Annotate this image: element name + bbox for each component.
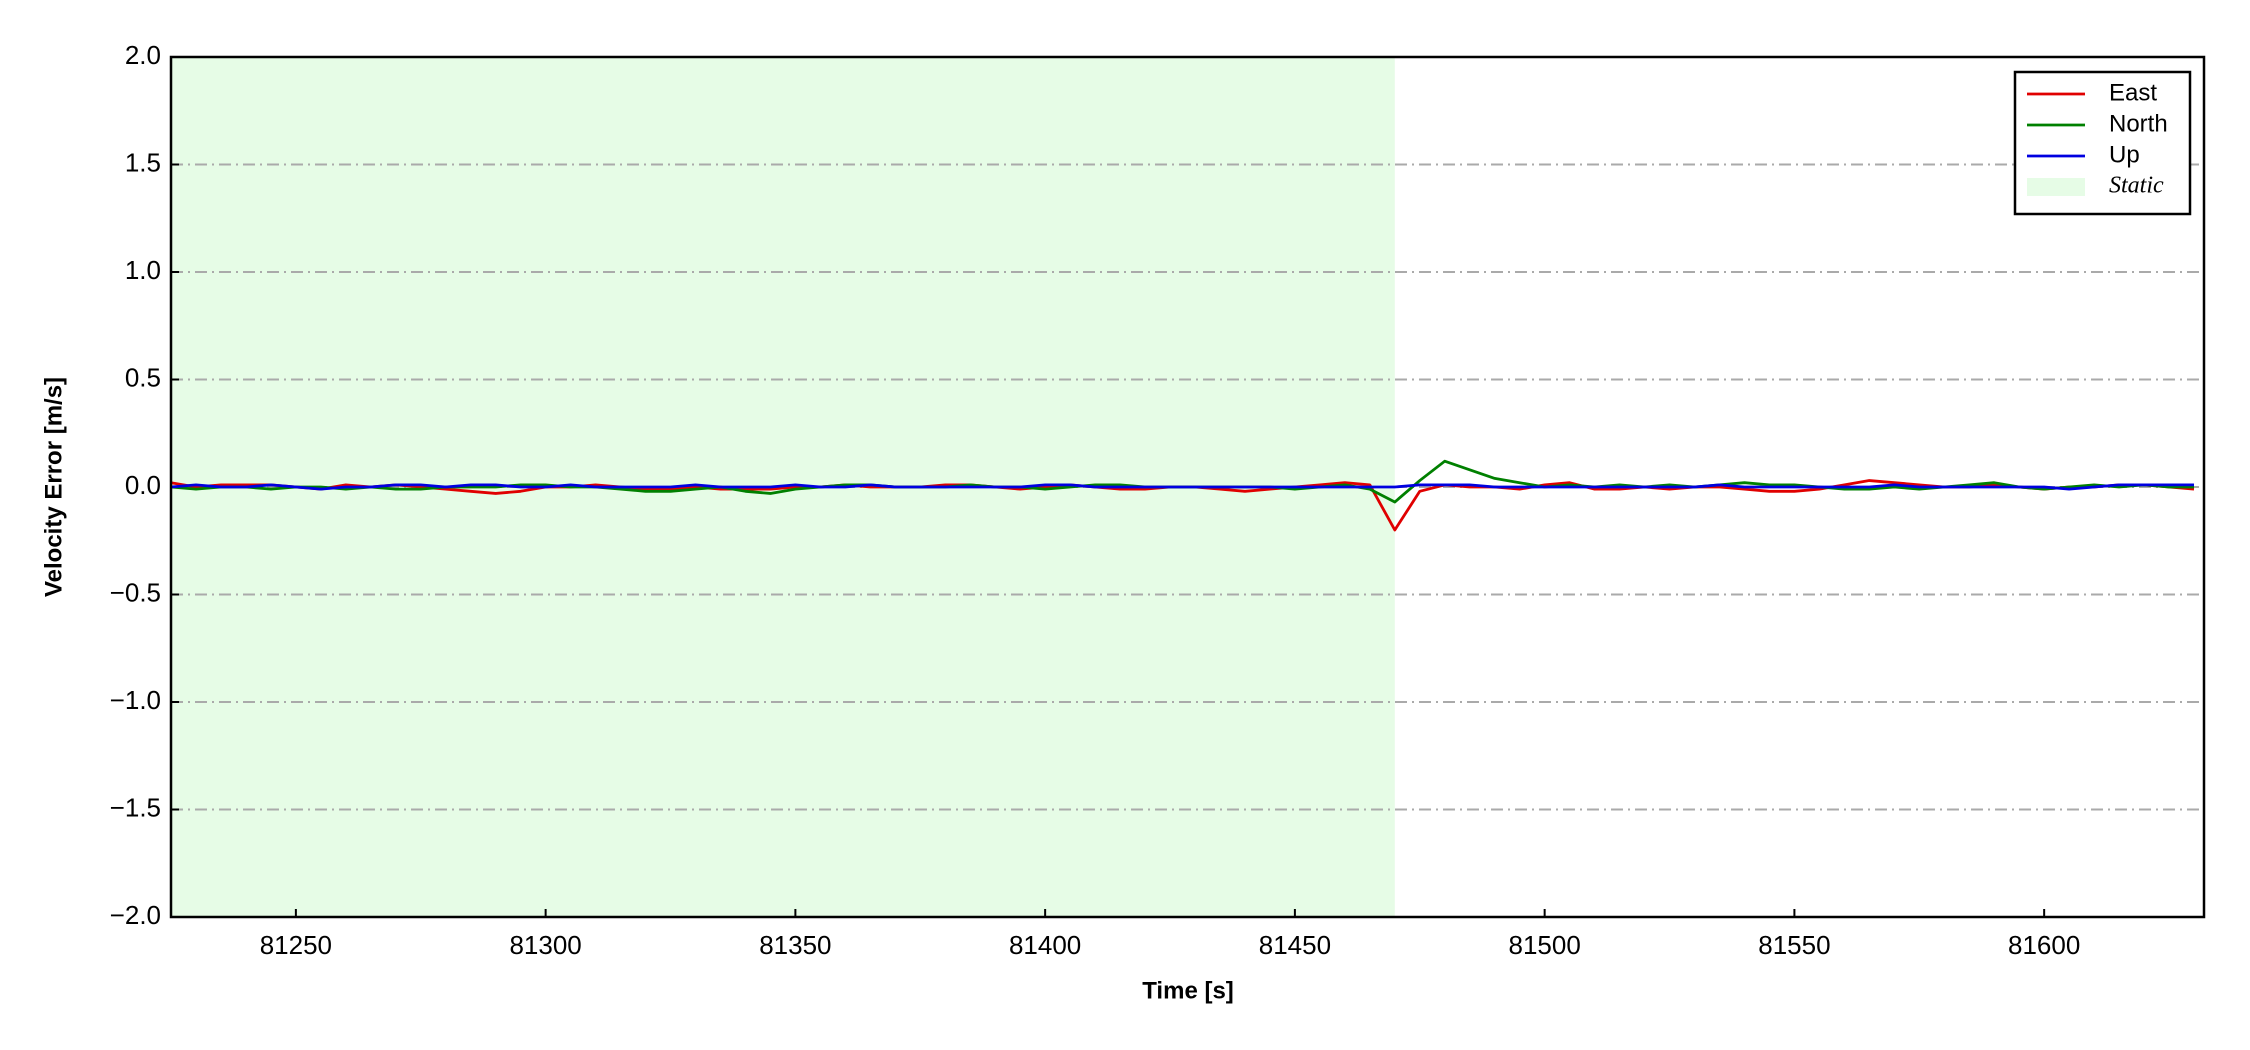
legend-label: Static [2109,173,2164,199]
legend-label: North [2109,110,2168,137]
x-tick-label: 81400 [1009,930,1081,960]
y-tick-label: −1.5 [110,792,161,822]
x-tick-label: 81250 [260,930,332,960]
y-tick-label: 0.0 [125,470,161,500]
legend-label: East [2109,79,2157,106]
series-line [170,483,2195,491]
y-tick-label: −1.0 [110,685,161,715]
x-tick-label: 81550 [1758,930,1830,960]
x-tick-label: 81350 [759,930,831,960]
x-tick-label: 81300 [509,930,581,960]
x-tick-label: 81450 [1259,930,1331,960]
x-tick-label: 81600 [2008,930,2080,960]
legend-label: Up [2109,141,2140,168]
y-tick-label: 1.0 [125,255,161,285]
x-axis-label: Time [s] [1142,977,1234,1004]
y-tick-label: 1.5 [125,147,161,177]
legend-swatch [2027,178,2085,196]
x-tick-label: 81500 [1508,930,1580,960]
y-tick-label: 2.0 [125,40,161,70]
y-tick-label: −2.0 [110,900,161,930]
plot-frame [169,55,2206,919]
y-axis-label: Velocity Error [m/s] [40,377,67,597]
y-tick-label: 0.5 [125,362,161,392]
y-tick-label: −0.5 [110,577,161,607]
